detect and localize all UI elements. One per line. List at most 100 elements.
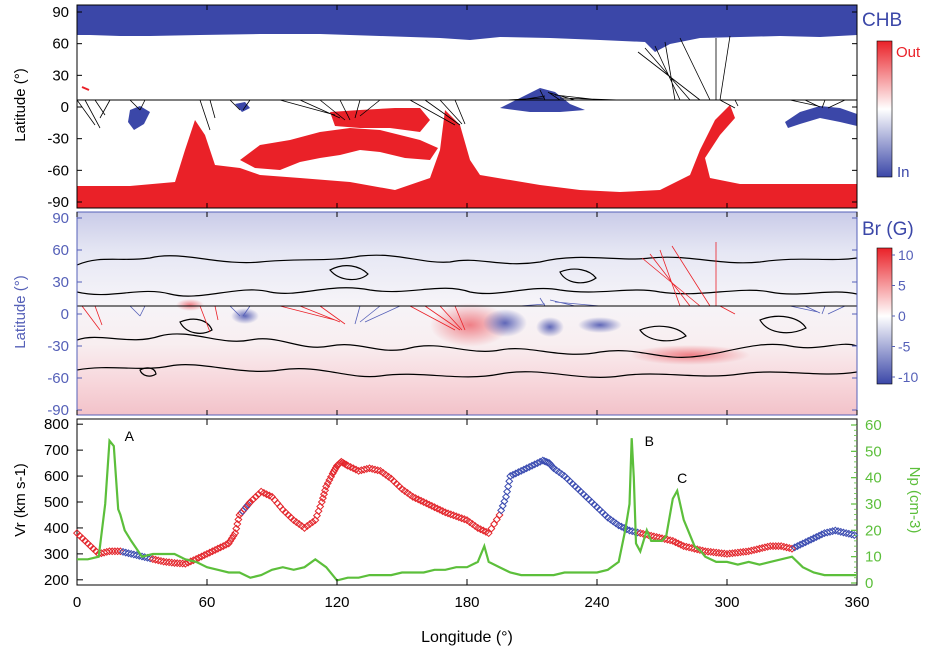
south-polar-hole [77, 105, 857, 208]
field-lines-p2 [81, 242, 846, 333]
south-hole-arm [330, 108, 430, 132]
vr-point [249, 495, 258, 504]
np-series-line [77, 437, 857, 582]
vr-point [370, 465, 379, 474]
panel2-ylabel: Latitude (°) [12, 275, 29, 349]
vr-point [782, 543, 791, 552]
panel1-ytick-label: 90 [52, 4, 69, 21]
vr-point [806, 535, 815, 544]
vr-point [536, 457, 545, 466]
vr-point [457, 514, 466, 523]
vr-point [208, 547, 217, 556]
annotation-c: C [677, 470, 687, 486]
annotation-b: B [645, 433, 654, 449]
vr-tick-label: 400 [44, 520, 69, 537]
panel1-yticks: 90 60 30 0 -30 -60 -90 [47, 4, 857, 211]
equatorial-blue-patch-1 [128, 106, 150, 130]
vr-point [251, 492, 260, 501]
panel1-ytick-label: -30 [47, 131, 69, 148]
vr-point [787, 544, 797, 553]
vr-point [836, 527, 845, 536]
vr-point [373, 466, 382, 475]
panel1-ytick-label: 60 [52, 36, 69, 53]
vr-point [779, 542, 788, 551]
panel3-ylabel-right: Np (cm-3) [906, 467, 923, 534]
panel2-ytick-label: -90 [47, 402, 69, 419]
vr-tick-label: 300 [44, 546, 69, 563]
vr-point [769, 542, 778, 551]
np-tick-label: 0 [865, 575, 873, 592]
vr-point [495, 510, 504, 519]
vr-point [625, 526, 634, 535]
x-tick-label: 120 [324, 594, 349, 611]
vr-point [503, 487, 512, 496]
vr-point [666, 536, 675, 545]
br-red-blob-2 [630, 345, 750, 365]
vr-point [216, 543, 225, 552]
vr-point [227, 534, 236, 543]
vr-point [790, 543, 799, 552]
vr-point [197, 552, 206, 561]
br-colorbar-label: -5 [898, 339, 911, 355]
vr-point [221, 540, 230, 549]
x-tick-label: 180 [454, 594, 479, 611]
x-tick-label: 360 [844, 594, 869, 611]
vr-point [444, 509, 453, 518]
vr-point [108, 547, 117, 556]
vr-point [156, 557, 165, 566]
vr-point [231, 529, 240, 538]
vr-point [110, 547, 119, 556]
chb-colorbar [876, 40, 893, 178]
vr-point [704, 547, 713, 556]
vr-point [685, 543, 694, 552]
vr-point [701, 547, 710, 556]
vr-point [505, 477, 514, 486]
vr-point [181, 559, 190, 568]
equatorial-blue-patch-4 [235, 102, 250, 112]
br-blue-blob-2 [231, 308, 259, 324]
vr-point [303, 521, 312, 530]
vr-point [224, 539, 233, 548]
br-blue-blob-3 [536, 317, 564, 337]
vr-point [842, 529, 851, 538]
np-tick-label: 40 [865, 470, 882, 487]
vr-point [815, 531, 824, 540]
br-colorbar-label: 10 [898, 247, 914, 263]
chb-colorbar-bottom: In [897, 164, 910, 181]
chb-colorbar-top: Out [896, 44, 921, 61]
vr-point [509, 470, 518, 479]
vr-point [312, 511, 321, 520]
vr-point [173, 559, 182, 568]
vr-point [525, 462, 534, 471]
panel-br [77, 212, 857, 415]
vr-point [441, 508, 450, 517]
vr-point [129, 550, 138, 559]
vr-point [717, 549, 726, 558]
panel3-ylabel-left: Vr (km s-1) [12, 463, 29, 537]
vr-point [777, 542, 786, 551]
vr-point [517, 466, 526, 475]
vr-point [211, 545, 220, 554]
vr-point [682, 542, 691, 551]
vr-point [121, 548, 130, 557]
vr-point [801, 538, 810, 547]
panel2-ytick-label: 90 [52, 210, 69, 227]
vr-point [839, 528, 848, 537]
np-tick-label: 30 [865, 496, 882, 513]
vr-point [202, 549, 212, 558]
vr-point [175, 559, 184, 568]
vr-point [771, 542, 780, 551]
vr-point [809, 534, 818, 543]
vr-point [167, 558, 176, 567]
vr-point [213, 544, 222, 553]
br-red-blob-3 [176, 299, 204, 311]
vr-point [365, 464, 374, 473]
vr-point [127, 549, 136, 558]
vr-point [774, 542, 783, 551]
vr-point [232, 524, 241, 533]
red-mark [81, 86, 90, 91]
vr-point [834, 527, 843, 536]
vr-point [793, 542, 802, 551]
br-colorbar-label: 5 [898, 278, 906, 294]
br-blue-blob-4 [578, 317, 622, 333]
